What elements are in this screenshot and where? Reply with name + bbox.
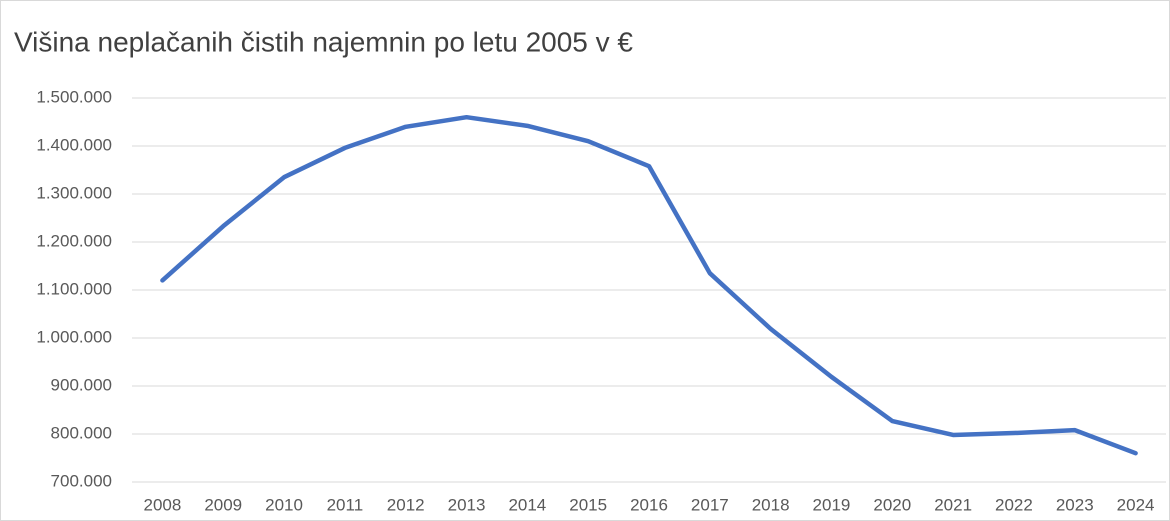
chart-title: Višina neplačanih čistih najemnin po let… xyxy=(14,26,633,57)
x-tick-label: 2020 xyxy=(873,495,911,514)
data-line xyxy=(160,114,1138,456)
x-tick-label: 2013 xyxy=(448,495,486,514)
y-tick-label: 800.000 xyxy=(51,423,112,442)
y-tick-label: 1.000.000 xyxy=(36,327,112,346)
y-tick-label: 700.000 xyxy=(51,471,112,490)
y-tick-label: 1.400.000 xyxy=(36,135,112,154)
x-tick-label: 2021 xyxy=(934,495,972,514)
y-tick-label: 1.300.000 xyxy=(36,183,112,202)
y-tick-label: 1.500.000 xyxy=(36,87,112,106)
x-tick-label: 2012 xyxy=(387,495,425,514)
x-tick-label: 2009 xyxy=(204,495,242,514)
x-tick-label: 2010 xyxy=(265,495,303,514)
x-tick-label: 2016 xyxy=(630,495,668,514)
x-tick-label: 2018 xyxy=(752,495,790,514)
x-tick-label: 2023 xyxy=(1056,495,1094,514)
x-tick-label: 2019 xyxy=(813,495,851,514)
x-tick-label: 2022 xyxy=(995,495,1033,514)
x-tick-label: 2024 xyxy=(1117,495,1155,514)
x-tick-label: 2014 xyxy=(508,495,546,514)
x-tick-label: 2011 xyxy=(327,495,364,514)
y-tick-label: 1.100.000 xyxy=(36,279,112,298)
x-tick-label: 2017 xyxy=(691,495,729,514)
x-tick-label: 2008 xyxy=(143,495,181,514)
y-tick-label: 900.000 xyxy=(51,375,112,394)
y-tick-label: 1.200.000 xyxy=(36,231,112,250)
x-tick-label: 2015 xyxy=(569,495,607,514)
